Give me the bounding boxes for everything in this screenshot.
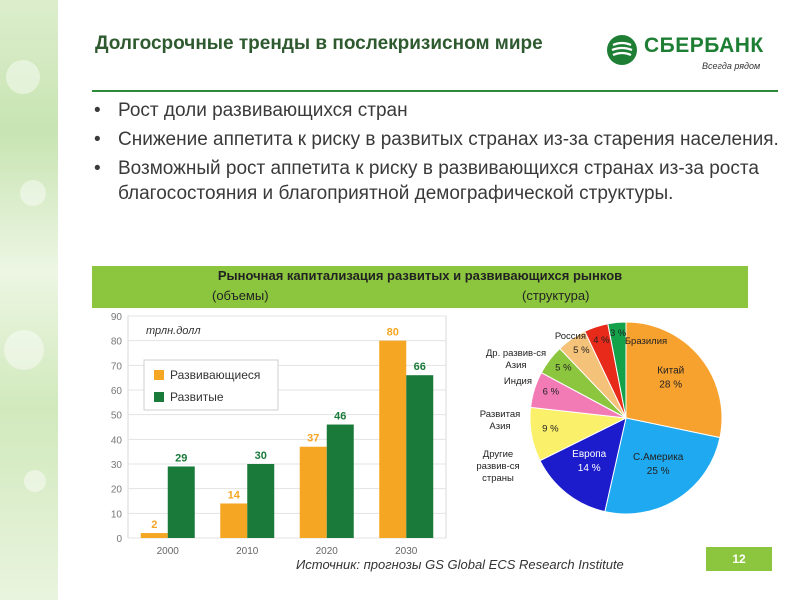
bar bbox=[220, 503, 248, 538]
pie-slice bbox=[625, 321, 723, 439]
pie-value-label: 5 % bbox=[573, 345, 590, 356]
bullet-item: • Рост доли развивающихся стран bbox=[94, 100, 408, 121]
bar-chart-subtitle: (объемы) bbox=[212, 288, 269, 303]
bar bbox=[299, 446, 327, 538]
y-tick-label: 20 bbox=[111, 485, 123, 496]
pie-slice bbox=[604, 417, 721, 515]
pie-category-label: Азия bbox=[489, 421, 510, 432]
bar-value-label: 14 bbox=[228, 489, 241, 501]
pie-value-label: 25 % bbox=[647, 466, 670, 477]
chart-section-title: Рыночная капитализация развитых и развив… bbox=[217, 268, 623, 283]
pie-category-label: Европа bbox=[572, 449, 607, 460]
pie-category-label: Др. развив-ся bbox=[486, 348, 546, 359]
legend-swatch bbox=[154, 370, 164, 380]
x-tick-label: 2020 bbox=[316, 546, 339, 557]
legend-label: Развивающиеся bbox=[170, 368, 260, 382]
slide-title: Долгосрочные тренды в послекризисном мир… bbox=[95, 33, 543, 54]
bar bbox=[406, 375, 434, 538]
pie-slice bbox=[607, 321, 627, 419]
bullet-dot-icon: • bbox=[94, 129, 101, 150]
bullet-dot-icon: • bbox=[94, 158, 101, 179]
bar bbox=[379, 340, 407, 538]
pie-value-label: 4 % bbox=[593, 335, 610, 346]
page-number: 12 bbox=[706, 547, 772, 571]
pie-value-label: 6 % bbox=[543, 387, 560, 398]
header-divider bbox=[92, 90, 778, 92]
y-tick-label: 50 bbox=[111, 411, 123, 422]
bar bbox=[247, 464, 275, 538]
legend-box bbox=[143, 359, 279, 411]
x-tick-label: 2000 bbox=[157, 546, 180, 557]
pie-category-label: развив-ся bbox=[476, 461, 519, 472]
pie-slice bbox=[539, 417, 627, 513]
bar-value-label: 46 bbox=[334, 411, 346, 423]
unit-label: трлн.долл bbox=[146, 325, 201, 337]
legend-swatch bbox=[154, 392, 164, 402]
source-note: Источник: прогнозы GS Global ECS Researc… bbox=[296, 557, 624, 572]
y-tick-label: 30 bbox=[111, 460, 123, 471]
pie-value-label: 9 % bbox=[542, 423, 559, 434]
side-decoration bbox=[0, 0, 58, 600]
bar bbox=[140, 533, 168, 538]
pie-category-label: Азия bbox=[505, 360, 526, 371]
pie-category-label: Другие bbox=[483, 449, 513, 460]
y-tick-label: 0 bbox=[116, 534, 122, 545]
pie-value-label: 3 % bbox=[610, 328, 627, 339]
y-tick-label: 40 bbox=[111, 435, 123, 446]
x-tick-label: 2010 bbox=[236, 546, 259, 557]
pie-category-label: Китай bbox=[657, 366, 684, 377]
pie-value-label: 5 % bbox=[555, 362, 572, 373]
bullet-item: • Возможный рост аппетита к риску в разви… bbox=[94, 158, 759, 204]
pie-category-label: Индия bbox=[504, 376, 532, 387]
bar-chart-svg: 0102030405060708090трлн.долл229200014302… bbox=[111, 312, 447, 557]
pie-value-label: 28 % bbox=[659, 380, 682, 391]
y-tick-label: 80 bbox=[111, 337, 123, 348]
bar-value-label: 2 bbox=[151, 519, 157, 531]
bar-value-label: 30 bbox=[255, 450, 267, 462]
logo-wordmark: СБЕРБАНК bbox=[644, 34, 764, 57]
bar-chart: 0 10 20 30 40 50 60 70 80 90 трлн.долл 2 29 2000 14 30 2… bbox=[96, 308, 456, 566]
pie-category-label: С.Америка bbox=[633, 452, 684, 463]
y-tick-label: 60 bbox=[111, 386, 123, 397]
logo-tagline: Всегда рядом bbox=[702, 61, 761, 71]
sberbank-logo-icon bbox=[607, 35, 637, 65]
pie-chart-subtitle: (структура) bbox=[522, 288, 590, 303]
x-tick-label: 2030 bbox=[395, 546, 418, 557]
pie-category-label: страны bbox=[482, 473, 514, 484]
y-tick-label: 90 bbox=[111, 312, 123, 323]
pie-chart-svg: Китай 28 % С.Америка 25 % Европа 14 % Другиера… bbox=[476, 321, 723, 515]
sberbank-logo: СБЕРБАНК Всегда рядом bbox=[606, 32, 776, 80]
y-tick-label: 70 bbox=[111, 361, 123, 372]
pie-value-label: 14 % bbox=[578, 463, 601, 474]
pie-chart: Китай 28 % С.Америка 25 % Европа 14 % Другие ра… bbox=[468, 318, 740, 543]
bar-value-label: 29 bbox=[175, 452, 187, 464]
bullet-item: • Снижение аппетита к риску в развитых ст… bbox=[94, 129, 779, 150]
y-tick-label: 10 bbox=[111, 509, 123, 520]
bullet-dot-icon: • bbox=[94, 100, 101, 121]
bar-value-label: 80 bbox=[387, 327, 399, 339]
pie-category-label: Развитая bbox=[480, 409, 521, 420]
bullet-list: • Рост доли развивающихся стран • Снижение… bbox=[92, 98, 792, 210]
chart-header-band: Рыночная капитализация развитых и развив… bbox=[92, 266, 748, 308]
pie-category-label: Россия bbox=[555, 331, 586, 342]
bar bbox=[326, 424, 354, 538]
legend-label: Развитые bbox=[170, 390, 224, 404]
pie-category-label: Бразилия bbox=[625, 336, 667, 347]
bar-value-label: 66 bbox=[414, 361, 426, 373]
bar bbox=[167, 466, 195, 538]
bar-value-label: 37 bbox=[307, 433, 319, 445]
